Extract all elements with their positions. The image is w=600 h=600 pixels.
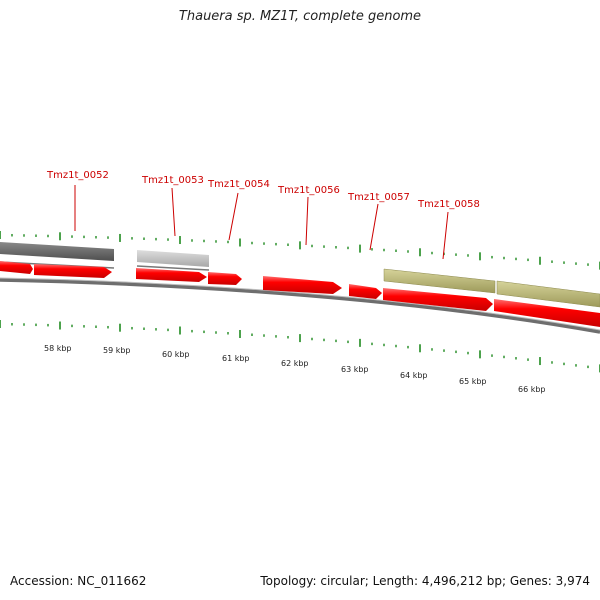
tick-ring-outer bbox=[0, 231, 600, 270]
kbp-label: 66 kbp bbox=[518, 385, 546, 394]
kbp-label: 58 kbp bbox=[44, 344, 72, 353]
genome-stats-text: Topology: circular; Length: 4,496,212 bp… bbox=[260, 574, 590, 588]
gene-label-leader bbox=[369, 203, 379, 251]
kbp-label: 59 kbp bbox=[103, 346, 131, 355]
gene-label-leader bbox=[171, 187, 176, 237]
feature-underline bbox=[136, 265, 210, 271]
tick-ring-inner bbox=[0, 320, 600, 373]
gene-label[interactable]: Tmz1t_0058 bbox=[417, 199, 480, 210]
kbp-label: 62 kbp bbox=[281, 359, 309, 368]
gene-arrow bbox=[349, 284, 382, 299]
gene-arrow bbox=[383, 288, 493, 311]
gene-arrow bbox=[0, 261, 33, 274]
genome-backbone bbox=[0, 278, 600, 334]
kbp-label: 64 kbp bbox=[400, 371, 428, 380]
genome-backbone-highlight bbox=[0, 277, 600, 331]
feature-block-dark bbox=[0, 242, 114, 261]
gene-arrow bbox=[208, 272, 242, 285]
gene-label[interactable]: Tmz1t_0052 bbox=[46, 170, 109, 181]
map-title: Thauera sp. MZ1T, complete genome bbox=[178, 9, 422, 24]
feature-block-olive bbox=[383, 268, 496, 294]
gene-arrow bbox=[263, 276, 342, 294]
accession-text: Accession: NC_011662 bbox=[10, 574, 147, 588]
kbp-label: 60 kbp bbox=[162, 350, 190, 359]
feature-block-olive bbox=[496, 280, 600, 308]
gene-label-leader bbox=[442, 211, 449, 260]
gene-label-leader bbox=[228, 192, 239, 241]
gene-arrow bbox=[494, 299, 600, 327]
kbp-label: 61 kbp bbox=[222, 354, 250, 363]
gene-label[interactable]: Tmz1t_0054 bbox=[207, 179, 270, 190]
gene-label[interactable]: Tmz1t_0056 bbox=[277, 185, 340, 196]
gene-label[interactable]: Tmz1t_0053 bbox=[141, 175, 204, 186]
kbp-label: 65 kbp bbox=[459, 377, 487, 386]
gene-arrow bbox=[34, 264, 112, 278]
feature-block-light bbox=[137, 250, 209, 267]
gene-arrow bbox=[136, 268, 207, 282]
kbp-label: 63 kbp bbox=[341, 365, 369, 374]
gene-label-leader bbox=[305, 196, 309, 246]
gene-label[interactable]: Tmz1t_0057 bbox=[347, 192, 410, 203]
